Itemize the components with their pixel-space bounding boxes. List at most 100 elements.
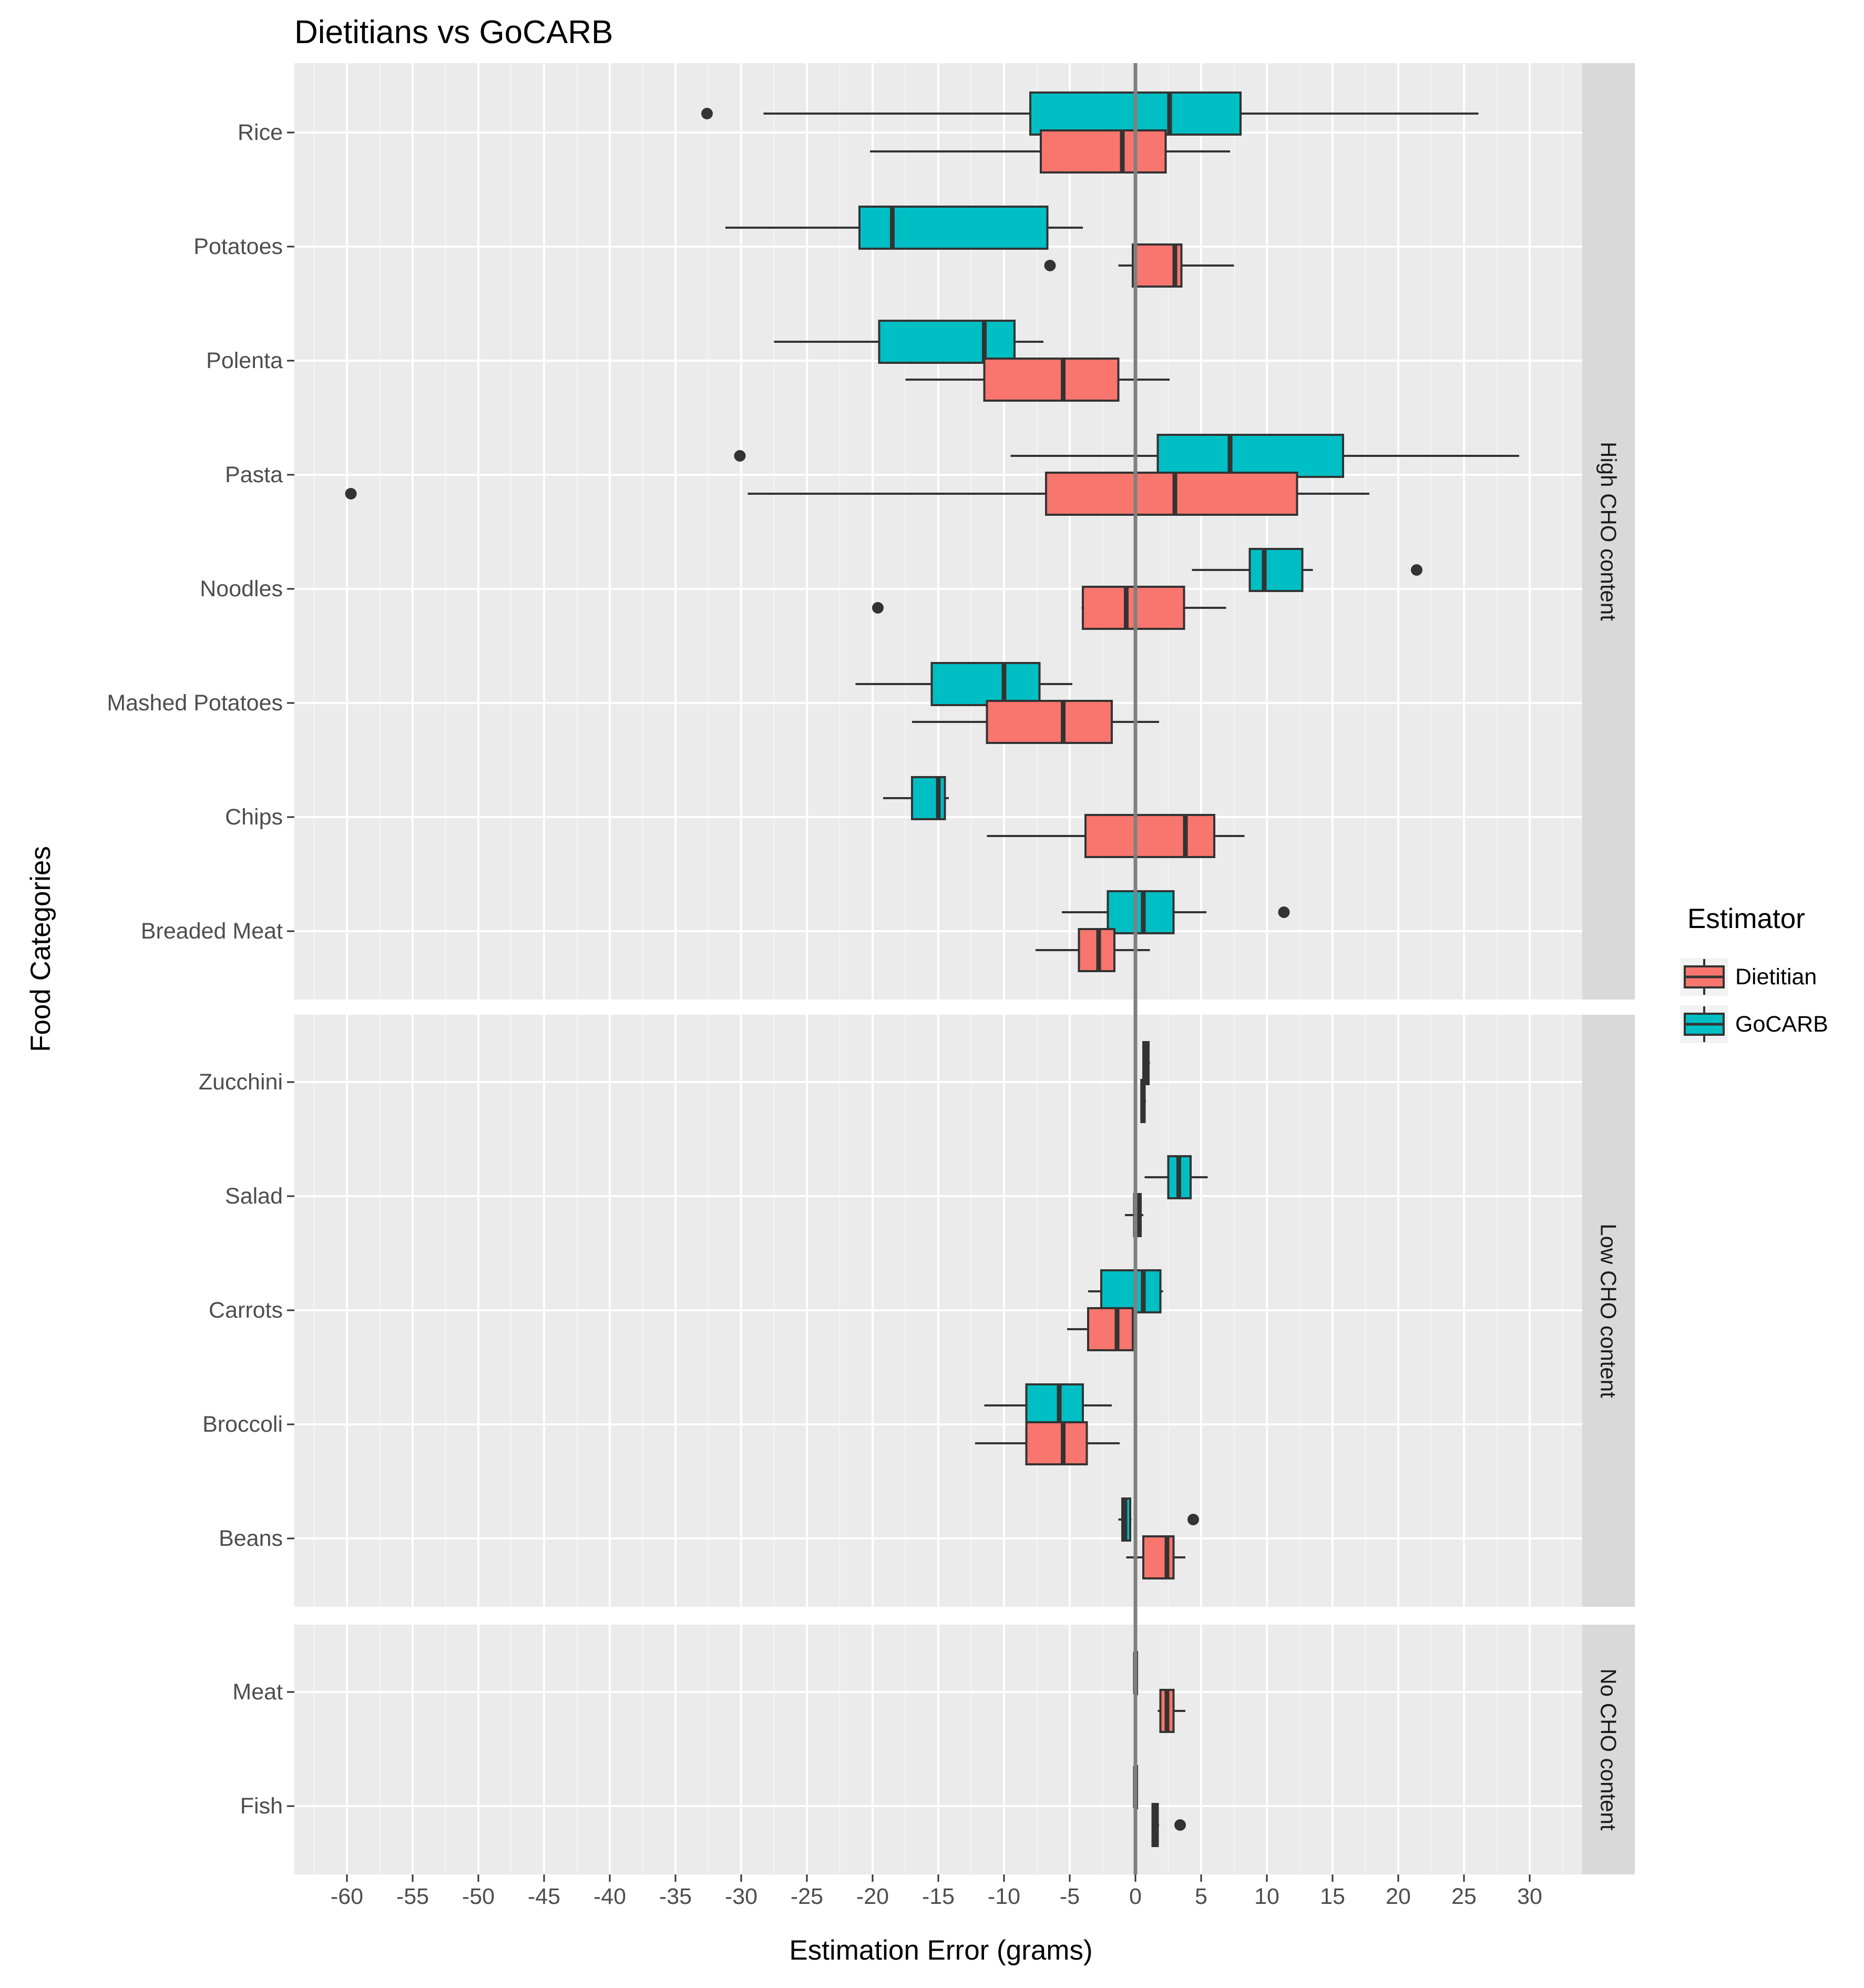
- dietitian-box: [1158, 1689, 1185, 1733]
- outlier-point: [734, 450, 746, 462]
- y-tick-label: Salad: [225, 1184, 283, 1209]
- outlier-point: [1278, 906, 1290, 918]
- x-tick-label: 15: [1320, 1884, 1345, 1909]
- x-axis-title: Estimation Error (grams): [789, 1935, 1092, 1966]
- x-tick-label: -20: [856, 1884, 889, 1909]
- box-iqr: [1100, 1269, 1162, 1313]
- y-tick-label: Chips: [225, 804, 283, 830]
- outlier-point: [701, 108, 713, 119]
- facet-strip: [1582, 1625, 1635, 1874]
- dietitian-box: [1036, 928, 1150, 972]
- x-tick-label: -15: [922, 1884, 955, 1909]
- dietitian-box: [872, 586, 1226, 630]
- dietitian-box: [975, 1421, 1120, 1465]
- box-iqr: [1084, 814, 1215, 858]
- gocarb-box: [1192, 548, 1422, 592]
- x-tick-label: 20: [1386, 1884, 1411, 1909]
- y-tick-label: Noodles: [200, 576, 283, 602]
- box-iqr: [1156, 434, 1344, 478]
- box-iqr: [878, 320, 1016, 364]
- y-tick-label: Rice: [238, 120, 283, 145]
- gocarb-box: [1142, 1041, 1150, 1085]
- y-tick-label: Meat: [232, 1679, 283, 1705]
- facet-strip-label: Low CHO content: [1596, 1224, 1621, 1398]
- y-tick-label: Zucchini: [199, 1069, 283, 1095]
- gocarb-box: [774, 320, 1043, 364]
- box-iqr: [1248, 548, 1304, 592]
- box-iqr: [858, 206, 1049, 250]
- outlier-point: [1174, 1819, 1186, 1831]
- y-tick-label: Breaded Meat: [141, 919, 283, 944]
- x-tick-label: -45: [528, 1884, 560, 1909]
- facet-strip-label: High CHO content: [1596, 442, 1621, 621]
- x-tick-label: -10: [988, 1884, 1020, 1909]
- facet-strip-label: No CHO content: [1596, 1668, 1621, 1830]
- box-iqr: [1040, 129, 1167, 174]
- y-tick-label: Broccoli: [202, 1412, 283, 1437]
- dietitian-box: [870, 129, 1230, 174]
- chart-title: Dietitians vs GoCARB: [294, 14, 613, 50]
- x-tick-label: -60: [331, 1884, 363, 1909]
- outlier-point: [345, 488, 357, 499]
- box-iqr: [930, 662, 1041, 706]
- legend-item: Dietitian: [1681, 958, 1817, 996]
- facet-strip: [1582, 1015, 1635, 1607]
- x-tick-label: 25: [1451, 1884, 1477, 1909]
- y-tick-label: Potatoes: [193, 234, 283, 259]
- y-axis-title: Food Categories: [25, 846, 56, 1052]
- x-tick-label: -35: [659, 1884, 692, 1909]
- x-tick-label: -55: [396, 1884, 429, 1909]
- x-tick-label: -50: [462, 1884, 495, 1909]
- gocarb-box: [883, 776, 949, 820]
- outlier-point: [1187, 1514, 1199, 1525]
- legend: Estimator Dietitian GoCARB: [1681, 903, 1828, 1043]
- x-tick-label: 10: [1254, 1884, 1279, 1909]
- dietitian-box: [1067, 1307, 1137, 1351]
- legend-label: Dietitian: [1735, 964, 1817, 990]
- outlier-point: [1044, 260, 1056, 271]
- facet-panel: Low CHO content Zucchini Salad Carrots Brocc…: [199, 1015, 1635, 1607]
- facet-panel: High CHO content Rice Potatoes Polenta Pasta…: [107, 63, 1635, 1000]
- box-iqr: [1107, 890, 1175, 934]
- box-iqr: [1082, 586, 1185, 630]
- x-tick-label: -40: [593, 1884, 626, 1909]
- x-tick-label: 5: [1195, 1884, 1207, 1909]
- x-tick-label: 0: [1129, 1884, 1142, 1909]
- y-tick-label: Beans: [219, 1526, 283, 1551]
- dietitian-box: [345, 472, 1369, 516]
- box-iqr: [1025, 1421, 1088, 1465]
- box-iqr: [983, 358, 1120, 402]
- outlier-point: [872, 602, 884, 614]
- y-tick-label: Fish: [240, 1793, 283, 1819]
- gocarb-box: [1118, 1497, 1199, 1542]
- dietitian-box: [1151, 1803, 1186, 1847]
- box-iqr: [1025, 1383, 1084, 1428]
- x-tick-label: 30: [1517, 1884, 1542, 1909]
- legend-label: GoCARB: [1735, 1012, 1828, 1037]
- facet-panel: No CHO content Meat Fish: [232, 1625, 1635, 1874]
- x-tick-label: -25: [791, 1884, 823, 1909]
- box-iqr: [1045, 472, 1298, 516]
- x-tick-label: -5: [1060, 1884, 1080, 1909]
- y-tick-label: Pasta: [225, 462, 283, 487]
- gocarb-box: [725, 206, 1083, 250]
- facet-strip: [1582, 63, 1635, 1000]
- dietitian-box: [987, 814, 1245, 858]
- gocarb-box: [1088, 1269, 1163, 1313]
- dietitian-box: [1126, 1535, 1185, 1579]
- dietitian-box: [1140, 1079, 1146, 1123]
- gocarb-box: [1144, 1155, 1208, 1199]
- legend-title: Estimator: [1687, 903, 1805, 934]
- outlier-point: [1411, 564, 1422, 576]
- y-tick-label: Carrots: [209, 1298, 283, 1323]
- legend-item: GoCARB: [1681, 1005, 1828, 1043]
- dietitian-box: [905, 358, 1170, 402]
- x-tick-label: -30: [725, 1884, 757, 1909]
- dietitian-box: [1044, 243, 1234, 288]
- gocarb-box: [984, 1383, 1112, 1428]
- dietitian-box: [912, 700, 1159, 744]
- facet-panels: High CHO content Rice Potatoes Polenta Pasta…: [107, 63, 1635, 1874]
- gocarb-box: [1062, 890, 1290, 934]
- box-iqr: [986, 700, 1113, 744]
